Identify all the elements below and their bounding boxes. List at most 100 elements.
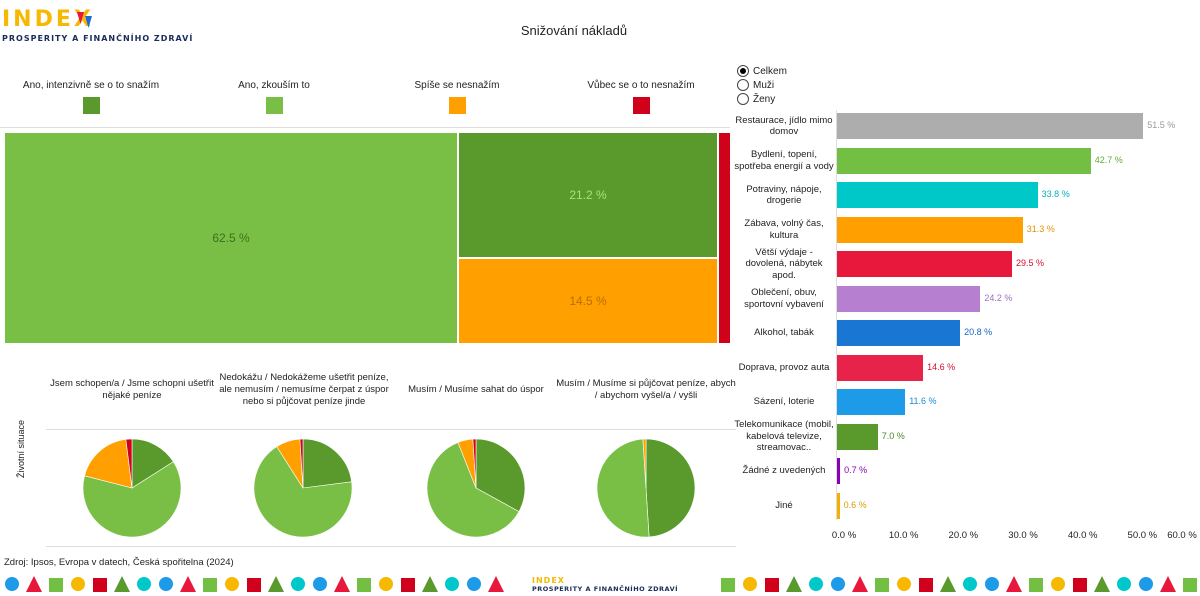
footer-decoration-icon — [379, 577, 393, 591]
bar[interactable] — [836, 182, 1038, 208]
legend-item-intense[interactable]: Ano, intenzivně se o to snažím — [0, 80, 191, 114]
pie-title-use-savings: Musím / Musíme sahat do úspor — [408, 384, 544, 395]
legend-swatch — [448, 97, 466, 114]
footer-decoration-icon — [765, 578, 779, 592]
radio-option-zeny[interactable]: Ženy — [737, 92, 787, 106]
radio-selected-dot — [740, 68, 746, 74]
treemap-cell-trying[interactable]: 62.5 % — [4, 132, 458, 344]
footer-decoration-icon — [875, 578, 889, 592]
bar-value-label: 0.6 % — [843, 499, 867, 510]
bar-category-label: Žádné z uvedených — [742, 465, 826, 477]
treemap: 62.5 % 21.2 % 14.5 % — [4, 132, 731, 344]
pie-charts — [82, 438, 696, 538]
footer-decoration-icon — [313, 577, 327, 591]
bar-category-label: Zábava, volný čas, kultura — [744, 218, 824, 241]
bar[interactable] — [836, 423, 878, 450]
legend-item-trying[interactable]: Ano, zkouším to — [174, 80, 374, 114]
legend-label: Ano, intenzivně se o to snažím — [22, 80, 160, 91]
x-tick-label: 0.0 % — [831, 530, 857, 541]
legend-swatch — [265, 97, 283, 114]
footer-decoration-icon — [71, 577, 85, 591]
pie-slice[interactable] — [472, 438, 477, 489]
footer-decoration-icon — [26, 576, 42, 592]
footer-decoration-icon — [831, 577, 845, 591]
pie-title-cannot-save: Nedokážu / Nedokážeme ušetřit peníze, al… — [219, 372, 389, 407]
footer-decoration-icon — [5, 577, 19, 591]
footer-decoration-icon — [1006, 576, 1022, 592]
pie-slice[interactable] — [426, 442, 520, 538]
treemap-legend: Ano, intenzivně se o to snažím Ano, zkou… — [0, 80, 730, 120]
footer-decoration-icon — [963, 577, 977, 591]
bar[interactable] — [836, 285, 981, 312]
footer-decoration-icon — [940, 576, 956, 592]
pie-slice[interactable] — [642, 438, 647, 489]
bar[interactable] — [836, 492, 840, 519]
bar[interactable] — [836, 458, 841, 484]
pie-slice[interactable] — [82, 461, 182, 538]
bar-category-label: Oblečení, obuv, sportovní vybavení — [744, 287, 824, 310]
footer-decoration-icon — [180, 576, 196, 592]
pie-slice[interactable] — [299, 438, 304, 489]
footer-decoration-icon — [445, 577, 459, 591]
bar-category-label: Doprava, provoz auta — [738, 361, 830, 373]
legend-item-not-at-all[interactable]: Vůbec se o to nesnažím — [541, 80, 741, 114]
bar[interactable] — [836, 147, 1091, 174]
pie-slice[interactable] — [125, 438, 133, 489]
footer-decoration-icon — [137, 577, 151, 591]
treemap-cell-not-at-all[interactable] — [718, 132, 731, 344]
radio-circle[interactable] — [737, 79, 749, 91]
radio-circle[interactable] — [737, 65, 749, 77]
bar[interactable] — [836, 216, 1023, 243]
footer-decoration-icon — [743, 577, 757, 591]
bar-category-label: Větší výdaje - dovolená, nábytek apod. — [745, 246, 823, 281]
footer-logo-word: INDEX — [532, 576, 565, 585]
x-tick-label: 60.0 % — [1167, 530, 1197, 541]
pie-title-can-save: Jsem schopen/a / Jsme schopni ušetřit ně… — [50, 378, 214, 401]
treemap-cell-rather-not[interactable]: 14.5 % — [458, 258, 718, 344]
radio-circle[interactable] — [737, 93, 749, 105]
treemap-value: 62.5 % — [212, 231, 250, 245]
radio-label: Ženy — [753, 93, 776, 105]
footer-decoration-icon — [268, 576, 284, 592]
bar[interactable] — [836, 354, 924, 381]
legend-label: Spíše se nesnažím — [414, 80, 500, 91]
bar[interactable] — [836, 320, 961, 346]
radio-option-muzi[interactable]: Muži — [737, 78, 787, 92]
pie-slice[interactable] — [84, 439, 133, 489]
bar-category-label: Sázení, loterie — [753, 396, 815, 408]
footer-decoration-icon — [1029, 578, 1043, 592]
footer-decoration-icon — [203, 578, 217, 592]
bar[interactable] — [836, 389, 906, 415]
footer-logo-subtitle: PROSPERITY A FINANČNÍHO ZDRAVÍ — [532, 585, 679, 593]
footer-decoration-icon — [291, 577, 305, 591]
footer-decoration-icon — [1051, 577, 1065, 591]
radio-label: Muži — [753, 79, 775, 91]
legend-item-rather-not[interactable]: Spíše se nesnažím — [357, 80, 557, 114]
bar-value-label: 20.8 % — [964, 327, 993, 337]
bar-value-label: 42.7 % — [1094, 154, 1123, 165]
pie-slice[interactable] — [253, 446, 353, 538]
bar-value-label: 11.6 % — [909, 396, 937, 406]
pie-slice[interactable] — [645, 438, 696, 538]
footer-decoration-icon — [159, 577, 173, 591]
pie-slice[interactable] — [131, 438, 174, 489]
bar-value-label: 51.5 % — [1147, 120, 1176, 130]
pie-slice[interactable] — [302, 438, 352, 489]
legend-swatch — [632, 97, 650, 114]
bar[interactable] — [836, 113, 1144, 139]
x-tick-label: 30.0 % — [1008, 530, 1038, 541]
bar-category-label: Restaurace, jídlo mimo domov — [735, 114, 833, 138]
pie-slice[interactable] — [596, 438, 650, 538]
bar-value-label: 0.7 % — [844, 465, 868, 475]
footer-decoration-icon — [786, 576, 802, 592]
pie-bottom-line — [46, 546, 736, 547]
radio-option-celkem[interactable]: Celkem — [737, 64, 787, 78]
footer-decoration-icon — [721, 578, 735, 592]
treemap-cell-intense[interactable]: 21.2 % — [458, 132, 718, 258]
logo-mark-icon — [77, 12, 92, 28]
bar-value-label: 14.6 % — [927, 361, 956, 372]
footer-logo: INDEX PROSPERITY A FINANČNÍHO ZDRAVÍ — [532, 576, 678, 593]
bar-axis-line — [836, 110, 837, 520]
bar[interactable] — [836, 251, 1013, 277]
pie-slice[interactable] — [475, 438, 526, 513]
